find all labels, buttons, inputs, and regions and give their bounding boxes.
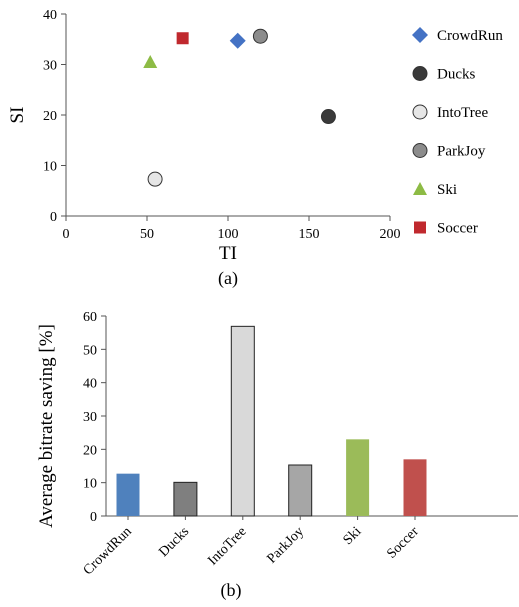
scatter-y-tick-label: 0 bbox=[50, 210, 57, 225]
scatter-x-tick-label: 200 bbox=[380, 227, 401, 242]
bar-parkjoy bbox=[288, 464, 313, 517]
scatter-y-tick-label: 30 bbox=[43, 59, 57, 74]
legend-marker-soccer bbox=[414, 221, 426, 234]
scatter-y-label: SI bbox=[7, 107, 28, 124]
bar-y-tick-label: 20 bbox=[83, 443, 97, 458]
scatter-legend: CrowdRun Ducks IntoTree ParkJoy Ski Soccer bbox=[412, 27, 503, 237]
bar-category-label-ski: Ski bbox=[341, 524, 365, 548]
scatter-point-crowdrun bbox=[229, 32, 246, 49]
scatter-y-tick-label: 40 bbox=[43, 8, 57, 23]
legend-marker-ducks bbox=[412, 66, 428, 81]
scatter-point-soccer bbox=[176, 32, 189, 45]
bar-category-label-soccer: Soccer bbox=[384, 524, 422, 562]
bar-caption: (b) bbox=[221, 580, 242, 601]
bar-y-tick-label: 40 bbox=[83, 377, 97, 392]
bar-y-tick-label: 0 bbox=[90, 510, 97, 525]
bar-category-label-parkjoy: ParkJoy bbox=[265, 524, 308, 567]
legend-marker-crowdrun bbox=[412, 27, 428, 43]
bar-intotree bbox=[230, 325, 255, 517]
scatter-point-parkjoy bbox=[252, 28, 268, 44]
scatter-x-tick-label: 100 bbox=[218, 227, 239, 242]
scatter-point-ducks bbox=[320, 109, 336, 125]
scatter-x-tick-label: 50 bbox=[140, 227, 154, 242]
bar-category-labels: CrowdRun Ducks IntoTree ParkJoy Ski Soccer bbox=[81, 516, 422, 578]
scatter-y-tick-label: 10 bbox=[43, 160, 57, 175]
scatter-chart: 0 50 100 150 200 0 10 20 30 40 TI SI (a) CrowdRun… bbox=[7, 8, 503, 289]
scatter-x-label: TI bbox=[219, 243, 237, 264]
scatter-points bbox=[143, 28, 336, 187]
scatter-point-ski bbox=[143, 54, 158, 68]
legend-marker-parkjoy bbox=[412, 143, 428, 158]
legend-label-soccer: Soccer bbox=[437, 221, 478, 237]
bar-chart: 0 10 20 30 40 50 60 CrowdRun Ducks IntoTree ParkJ… bbox=[36, 310, 518, 601]
scatter-x-tick-label: 0 bbox=[63, 227, 70, 242]
legend-marker-intotree bbox=[412, 104, 428, 120]
legend-label-ski: Ski bbox=[437, 182, 457, 198]
bar-soccer bbox=[403, 459, 427, 516]
bar-y-tick-label: 50 bbox=[83, 343, 97, 358]
bar-y-tick-label: 30 bbox=[83, 410, 97, 425]
bar-ducks bbox=[173, 481, 198, 517]
bar-y-tick-label: 60 bbox=[83, 310, 97, 325]
bar-category-label-intotree: IntoTree bbox=[205, 524, 249, 568]
bar-ticks: 0 10 20 30 40 50 60 bbox=[83, 310, 106, 525]
scatter-caption: (a) bbox=[218, 268, 238, 289]
legend-label-crowdrun: CrowdRun bbox=[437, 28, 503, 44]
legend-label-ducks: Ducks bbox=[437, 67, 475, 83]
bar-category-label-ducks: Ducks bbox=[156, 524, 192, 560]
scatter-y-tick-label: 20 bbox=[43, 109, 57, 124]
scatter-ticks: 0 50 100 150 200 0 10 20 30 40 bbox=[43, 8, 401, 242]
legend-marker-ski bbox=[413, 182, 427, 195]
scatter-x-tick-label: 150 bbox=[299, 227, 320, 242]
scatter-point-intotree bbox=[147, 171, 163, 187]
bar-ski bbox=[346, 439, 370, 516]
bar-bars bbox=[116, 325, 427, 517]
legend-label-intotree: IntoTree bbox=[437, 105, 488, 121]
legend-label-parkjoy: ParkJoy bbox=[437, 144, 486, 160]
bar-category-label-crowdrun: CrowdRun bbox=[81, 524, 135, 578]
bar-y-label: Average bitrate saving [%] bbox=[36, 324, 57, 528]
bar-crowdrun bbox=[116, 473, 140, 516]
bar-y-tick-label: 10 bbox=[83, 477, 97, 492]
